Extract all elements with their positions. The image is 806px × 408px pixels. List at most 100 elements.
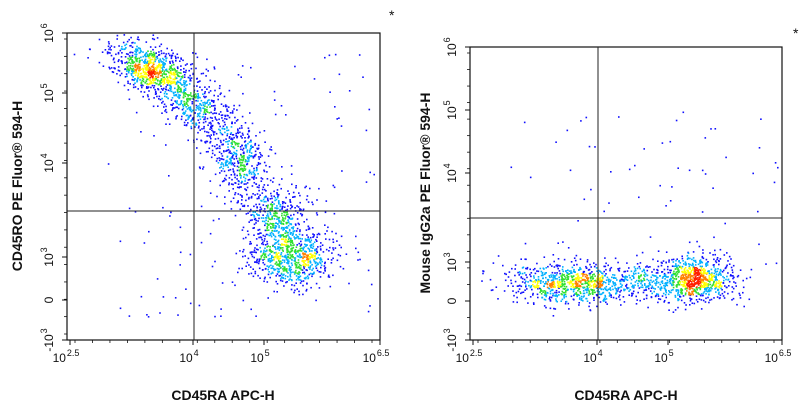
event-dot <box>163 92 166 95</box>
event-dot <box>191 102 194 105</box>
event-dot <box>173 74 175 76</box>
event-dot <box>566 274 568 277</box>
event-dot <box>665 289 667 292</box>
event-dot <box>303 261 305 264</box>
event-dot <box>184 110 187 112</box>
event-dot <box>125 43 128 46</box>
event-dot <box>528 284 530 287</box>
event-dot <box>163 76 166 79</box>
event-dot <box>536 280 539 283</box>
event-dot <box>274 215 277 217</box>
event-dot <box>135 71 137 74</box>
event-dot <box>273 214 275 217</box>
event-dot <box>686 258 689 260</box>
event-dot <box>246 230 249 232</box>
event-dot <box>576 279 579 282</box>
event-dot <box>190 92 192 94</box>
event-dot <box>124 68 126 71</box>
event-dot <box>277 207 279 210</box>
event-dot <box>697 284 700 286</box>
event-dot <box>701 255 704 258</box>
event-dot <box>138 52 141 54</box>
event-dot <box>197 131 199 134</box>
event-dot <box>584 275 587 278</box>
event-dot <box>687 269 689 272</box>
event-dot <box>697 292 699 294</box>
event-dot <box>236 119 239 121</box>
event-dot <box>299 249 301 252</box>
event-dot <box>553 266 556 268</box>
event-dot <box>203 127 205 130</box>
event-dot <box>599 293 602 296</box>
event-dot <box>583 198 586 201</box>
event-dot <box>552 277 555 279</box>
event-dot <box>169 84 172 86</box>
event-dot <box>269 218 272 221</box>
event-dot <box>217 98 219 101</box>
event-dot <box>98 61 101 64</box>
event-dot <box>290 248 292 250</box>
event-dot <box>692 290 695 292</box>
event-dot <box>669 278 671 281</box>
event-dot <box>596 277 598 280</box>
event-dot <box>578 280 580 283</box>
event-dot <box>258 217 260 220</box>
event-dot <box>211 145 214 147</box>
event-dot <box>682 285 684 288</box>
event-dot <box>295 269 297 272</box>
event-dot <box>267 204 269 207</box>
event-dot <box>575 278 578 280</box>
event-dot <box>285 213 288 216</box>
event-dot <box>268 224 270 226</box>
event-dot <box>130 67 132 70</box>
event-dot <box>550 289 553 291</box>
event-dot <box>175 57 177 59</box>
event-dot <box>212 112 214 115</box>
event-dot <box>544 273 546 276</box>
event-dot <box>275 211 277 214</box>
event-dot <box>308 273 311 276</box>
event-dot <box>287 261 290 263</box>
event-dot <box>140 56 142 59</box>
event-dot <box>220 132 223 135</box>
event-dot <box>698 276 700 279</box>
event-dot <box>579 258 582 260</box>
event-dot <box>683 282 685 284</box>
event-dot <box>685 279 687 281</box>
event-dot <box>612 288 614 291</box>
event-dot <box>561 285 563 288</box>
event-dot <box>604 274 606 277</box>
event-dot <box>293 291 295 294</box>
event-dot <box>710 128 712 130</box>
event-dot <box>311 269 313 271</box>
event-dot <box>210 156 213 159</box>
event-dot <box>256 168 258 170</box>
event-dot <box>521 281 524 283</box>
event-dot <box>542 281 544 283</box>
event-dot <box>705 265 707 267</box>
event-dot <box>150 74 152 76</box>
event-dot <box>241 199 243 201</box>
event-dot <box>269 260 272 263</box>
event-dot <box>170 99 173 101</box>
event-dot <box>228 183 230 186</box>
event-dot <box>262 241 264 244</box>
event-dot <box>677 269 680 272</box>
event-dot <box>149 59 151 62</box>
event-dot <box>164 91 167 93</box>
event-dot <box>568 273 571 275</box>
event-dot <box>701 294 704 297</box>
event-dot <box>277 255 280 258</box>
event-dot <box>304 238 307 240</box>
event-dot <box>213 109 216 111</box>
event-dot <box>497 255 500 257</box>
event-dot <box>218 159 221 162</box>
event-dot <box>155 67 158 69</box>
event-dot <box>173 78 176 81</box>
event-dot <box>706 285 708 288</box>
event-dot <box>340 125 343 127</box>
event-dot <box>233 165 236 167</box>
event-dot <box>198 304 201 307</box>
event-dot <box>284 211 286 214</box>
event-dot <box>190 125 192 128</box>
